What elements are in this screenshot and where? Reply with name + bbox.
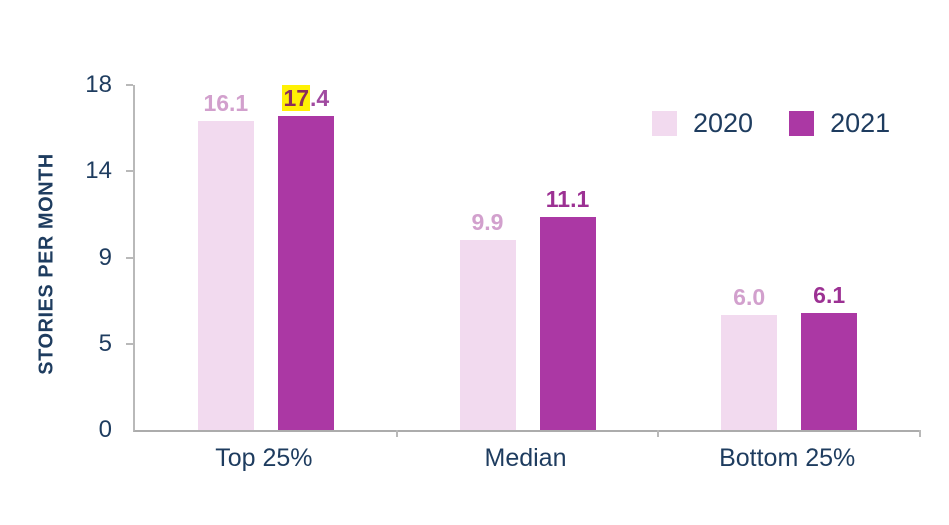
category-label-top-25: Top 25% <box>215 444 313 472</box>
bar-2021-top-25 <box>277 116 334 430</box>
legend-swatch-2020 <box>652 111 677 136</box>
y-tick-label-18: 18 <box>85 71 112 98</box>
legend: 2020 2021 <box>652 110 890 137</box>
bar-value-label-2021-top-25: 17.4 <box>282 85 329 111</box>
bar-column-2021-median: 11.1 <box>539 85 596 430</box>
value-rest-part: .4 <box>310 85 330 111</box>
bar-group-bottom-25: 6.0 6.1 <box>658 85 920 430</box>
legend-swatch-2021 <box>789 111 815 136</box>
highlighted-value-part: 17 <box>282 85 311 111</box>
bar-column-2021-top-25: 17.4 <box>277 85 334 430</box>
x-axis-category-labels: Top 25% Median Bottom 25% <box>133 444 918 473</box>
bar-value-label-2021-median: 11.1 <box>545 185 590 212</box>
legend-item-2020: 2020 <box>652 110 753 137</box>
legend-label-2020: 2020 <box>693 108 754 138</box>
y-tick-label-5: 5 <box>98 329 112 357</box>
y-tick-mark <box>126 256 133 259</box>
y-tick-label-0: 0 <box>98 416 112 443</box>
x-tick-mark <box>919 430 921 437</box>
plot-area: 16.1 17.4 9.9 11.1 6.0 6.1 <box>126 84 921 437</box>
bar-group-median: 9.9 11.1 <box>397 85 659 430</box>
bar-2021-bottom-25 <box>801 313 858 430</box>
bar-column-2021-bottom-25: 6.1 <box>801 85 858 430</box>
bar-column-2020-median: 9.9 <box>459 85 516 430</box>
bar-value-label-2020-bottom-25: 6.0 <box>733 283 766 310</box>
bar-2021-median <box>539 217 596 430</box>
y-tick-label-9: 9 <box>98 243 112 271</box>
legend-label-2021: 2021 <box>830 108 891 138</box>
bar-column-2020-top-25: 16.1 <box>197 85 254 430</box>
x-tick-mark <box>395 430 398 437</box>
bar-column-2020-bottom-25: 6.0 <box>721 85 778 430</box>
bar-value-label-2020-top-25: 16.1 <box>203 89 249 116</box>
y-tick-mark <box>126 84 133 86</box>
bar-2020-top-25 <box>197 121 254 430</box>
bar-value-label-2020-median: 9.9 <box>471 208 504 235</box>
bar-groups: 16.1 17.4 9.9 11.1 6.0 6.1 <box>135 85 920 430</box>
bar-group-top-25: 16.1 17.4 <box>135 85 397 430</box>
y-tick-mark <box>126 342 133 345</box>
bar-2020-bottom-25 <box>721 315 778 430</box>
legend-item-2021: 2021 <box>789 110 890 137</box>
bar-2020-median <box>459 240 516 430</box>
y-tick-mark <box>126 170 133 173</box>
x-tick-mark <box>657 430 660 437</box>
y-axis-tick-labels: 0 5 9 14 18 <box>0 71 112 443</box>
category-label-median: Median <box>484 444 567 472</box>
bar-value-label-2021-bottom-25: 6.1 <box>813 281 846 308</box>
category-label-bottom-25: Bottom 25% <box>719 444 856 472</box>
y-tick-label-14: 14 <box>85 157 112 185</box>
